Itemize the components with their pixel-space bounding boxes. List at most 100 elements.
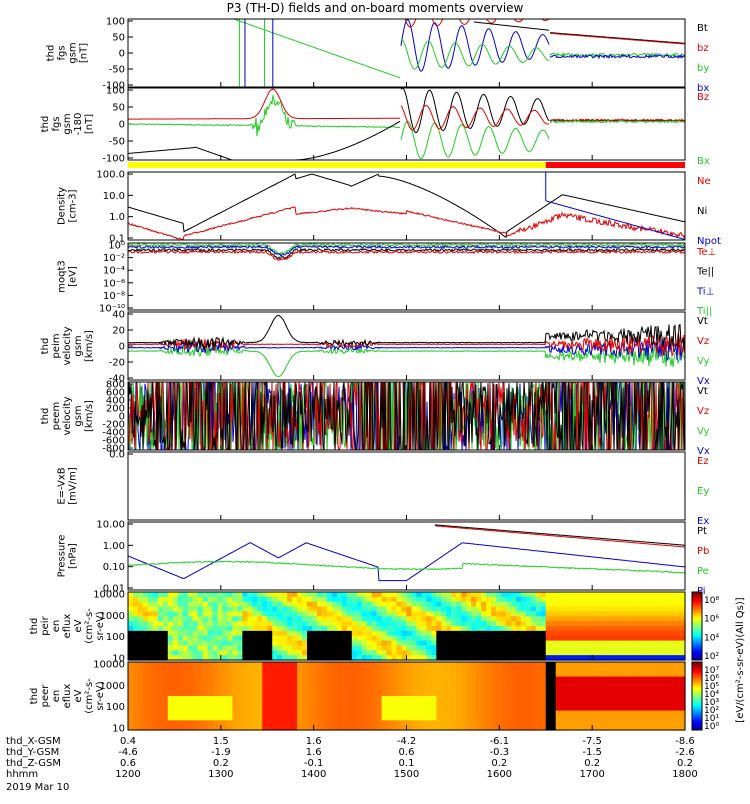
ylabel: sr-eV) <box>95 681 106 710</box>
xrow-value: -6.1 <box>490 736 510 747</box>
legend-bx: Bx <box>697 156 710 167</box>
ylabel: eV <box>73 689 84 702</box>
legend-ex: Ex <box>697 516 709 527</box>
ytick-label: 10 <box>112 654 125 665</box>
series-by <box>549 51 685 58</box>
series-vz <box>128 333 685 358</box>
ylabel: gsm <box>73 405 84 426</box>
legend-ti⊥: Ti⊥ <box>696 286 714 297</box>
colorbar-tick-label: 10² <box>704 652 719 662</box>
ytick-label: 400 <box>106 396 125 407</box>
xrow-value: 0.6 <box>120 758 136 769</box>
ytick-label: 10⁰ <box>108 241 125 252</box>
legend-vy: Vy <box>697 356 710 367</box>
series-npot <box>545 200 685 240</box>
ylabel: thd <box>29 618 40 635</box>
series-ne <box>128 206 685 240</box>
series-bx <box>400 120 550 160</box>
ytick-label: 0 <box>119 412 125 423</box>
panel-density: Density [cm-3] 100.0 10.0 1.0 0.1 Ne Ni Npot <box>57 170 721 248</box>
ytick-label: 100 <box>106 632 125 643</box>
ylabel: -180 <box>73 113 84 136</box>
panel-frame <box>127 18 686 88</box>
xrow-value: 0.2 <box>677 758 693 769</box>
ylabel: [cm-3] <box>68 189 79 222</box>
series-te-par <box>128 247 685 260</box>
ytick-label: 0 <box>119 49 125 60</box>
ylabel: Pressure <box>57 535 68 578</box>
ytick-label: 10⁻⁸ <box>103 291 125 302</box>
mode-bar-fast <box>545 162 685 168</box>
legend-vt: Vt <box>697 316 708 327</box>
panel-peer_en_eflux: thd peer en eflux eV (cm²-s-sr-eV) 10000 1000 10… <box>29 660 133 735</box>
series-bx <box>549 119 685 124</box>
legend-bx: bx <box>697 83 709 94</box>
ylabel: [km/s] <box>84 330 95 362</box>
ytick-label: -100 <box>102 154 125 165</box>
ylabel: en <box>51 690 62 703</box>
ylabel: peem <box>51 402 62 430</box>
ytick-label: -100 <box>102 81 125 92</box>
panel-peem_velocity: thd peem velocity gsm [km/s] 8006004002000-20… <box>40 380 710 458</box>
colorbar-label: [eV/(cm²-s-sr-eV)(All Qs)] <box>735 597 746 722</box>
legend-bz: bz <box>697 43 709 54</box>
colorbar-tick-label: 10⁰ <box>704 722 719 732</box>
series-vy <box>128 345 685 377</box>
colorbar-peir: 10⁸ 10⁶ 10⁴ 10² <box>691 591 719 662</box>
ytick-label: 10⁻¹⁰ <box>99 304 125 315</box>
ylabel: eflux <box>62 614 73 639</box>
ylabel: [eV] <box>68 266 79 287</box>
ytick-label: 1000 <box>100 611 125 622</box>
panel-frame <box>127 451 686 521</box>
ylabel: peer <box>40 684 51 708</box>
series-bt <box>549 32 685 44</box>
legend-ey: Ey <box>697 486 709 497</box>
legend-vx: Vx <box>697 446 710 457</box>
colorbar-tick-label: 10⁴ <box>704 690 719 700</box>
ytick-label: 1.0 <box>109 212 125 223</box>
ylabel: [mV/m] <box>68 467 79 505</box>
colorbar-tick-label: 10¹ <box>704 714 719 724</box>
ytick-label: 100.0 <box>96 170 125 181</box>
ylabel: peir <box>40 615 51 635</box>
ytick-label: 10.0 <box>103 191 125 202</box>
panel-peir_en_eflux: thd peir en eflux eV (cm²-s-sr-eV) 10000 1000 10… <box>29 590 133 665</box>
xrow-label: thd_X-GSM <box>6 736 61 747</box>
ytick-label: -20 <box>109 358 125 369</box>
legend-ni: Ni <box>697 206 707 217</box>
legend-bz: Bz <box>697 92 709 103</box>
legend-bt: Bt <box>697 23 708 34</box>
series-bt <box>473 21 550 31</box>
panel-efield: E=-VxB [mV/m] 0.0 Ez Ey Ex <box>57 450 710 528</box>
ytick-label: 200 <box>106 404 125 415</box>
colorbar-tick-label: 10⁴ <box>704 633 719 643</box>
ylabel: [nT] <box>79 43 90 63</box>
ylabel: E=-VxB <box>57 467 68 504</box>
xrow-value: -1.9 <box>211 747 231 758</box>
xrow-value: -4.2 <box>397 736 417 747</box>
xrow-value: 1600 <box>487 769 512 780</box>
ytick-label: 40 <box>112 310 125 321</box>
colorbar-tick-label: 10⁶ <box>704 615 719 625</box>
series-pi <box>128 542 685 582</box>
xrow-value: -0.1 <box>304 758 324 769</box>
ylabel: thd <box>46 45 57 62</box>
xrow-value: 0.6 <box>399 747 415 758</box>
panel-peim_velocity: thd peim velocity gsm [km/s] 40 20 0 -20 -40 Vt Vz V… <box>40 310 710 388</box>
series-ti-perp <box>128 244 685 258</box>
mode-bar-slow <box>128 162 546 168</box>
series-bz <box>400 104 550 131</box>
ylabel: thd <box>40 408 51 425</box>
legend-ti||: Ti|| <box>696 306 712 317</box>
ylabel: thd <box>29 688 40 705</box>
xrow-value: -2.6 <box>675 747 695 758</box>
xrow-label: hhmm <box>6 769 38 780</box>
ylabel: sr-eV) <box>95 611 106 640</box>
ytick-label: 10⁻⁶ <box>103 278 125 289</box>
ytick-label: 600 <box>106 388 125 399</box>
ytick-label: -800 <box>102 444 125 455</box>
date-label: 2019 Mar 10 <box>6 782 69 793</box>
